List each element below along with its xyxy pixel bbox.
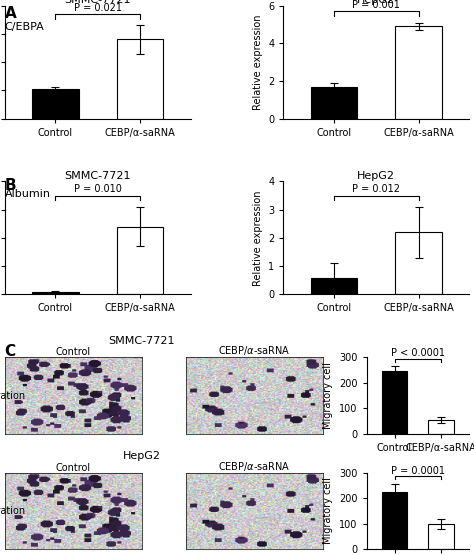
Text: Albumin: Albumin <box>5 189 51 199</box>
Y-axis label: Migratory cell: Migratory cell <box>323 362 333 429</box>
Bar <box>395 26 442 119</box>
Bar <box>382 371 407 434</box>
Text: P = 0.021: P = 0.021 <box>73 3 122 13</box>
Text: P = 0.012: P = 0.012 <box>352 184 401 194</box>
Bar <box>32 291 79 295</box>
Y-axis label: Relative expression: Relative expression <box>253 14 263 110</box>
Text: P = 0.010: P = 0.010 <box>73 184 122 194</box>
Text: P = 0.0001: P = 0.0001 <box>391 466 445 476</box>
Bar <box>311 278 357 295</box>
Y-axis label: Migration: Migration <box>0 391 25 401</box>
Y-axis label: Relative expression: Relative expression <box>253 190 263 286</box>
Bar <box>32 89 79 119</box>
Bar <box>382 492 407 549</box>
Bar <box>395 233 442 295</box>
Text: P < 0.0001: P < 0.0001 <box>391 348 445 358</box>
Title: HepG2: HepG2 <box>357 0 395 5</box>
Text: SMMC-7721: SMMC-7721 <box>109 336 175 346</box>
Title: CEBP/$\alpha$-saRNA: CEBP/$\alpha$-saRNA <box>218 344 291 357</box>
Title: CEBP/$\alpha$-saRNA: CEBP/$\alpha$-saRNA <box>218 460 291 472</box>
Title: SMMC-7721: SMMC-7721 <box>64 0 131 5</box>
Title: SMMC-7721: SMMC-7721 <box>64 170 131 180</box>
Y-axis label: Migration: Migration <box>0 506 25 516</box>
Y-axis label: Migratory cell: Migratory cell <box>323 477 333 544</box>
Bar <box>117 226 163 295</box>
Bar <box>311 87 357 119</box>
Text: C/EBPA: C/EBPA <box>5 22 45 32</box>
Text: HepG2: HepG2 <box>123 451 161 461</box>
Bar <box>428 524 454 549</box>
Text: C: C <box>5 344 16 359</box>
Title: Control: Control <box>55 347 91 357</box>
Bar <box>117 39 163 119</box>
Text: A: A <box>5 6 17 21</box>
Text: P = 0.001: P = 0.001 <box>352 0 401 10</box>
Text: B: B <box>5 178 17 193</box>
Title: HepG2: HepG2 <box>357 170 395 180</box>
Title: Control: Control <box>55 462 91 472</box>
Bar <box>428 420 454 434</box>
